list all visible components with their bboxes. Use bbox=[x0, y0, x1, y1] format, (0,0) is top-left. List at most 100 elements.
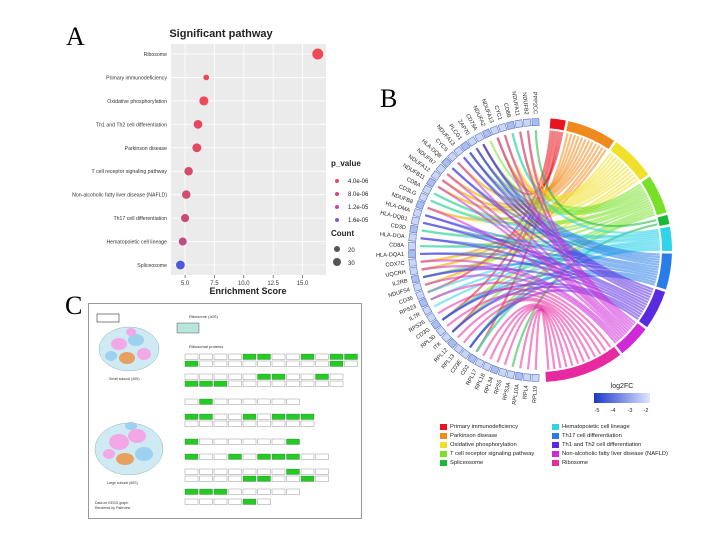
y-tick-label: T cell receptor signaling pathway bbox=[92, 169, 168, 175]
kegg-gene-box bbox=[257, 360, 271, 367]
kegg-gene-box bbox=[199, 398, 213, 405]
kegg-gene-box bbox=[184, 488, 199, 495]
chord-diagram: PPP2CCNDUFB2NDUFA11CD8BCYC1NDUFA13NDUFA2… bbox=[376, 91, 672, 414]
kegg-gene-box bbox=[199, 438, 213, 445]
kegg-gene-box bbox=[199, 413, 213, 420]
log2fc-tick: -4 bbox=[611, 408, 616, 414]
kegg-gene-box bbox=[199, 380, 213, 387]
gene-box bbox=[506, 120, 516, 130]
gene-label: IL2RB bbox=[392, 278, 409, 287]
kegg-gene-box bbox=[184, 475, 199, 482]
kegg-legend-box bbox=[96, 313, 120, 323]
kegg-gene-box bbox=[242, 498, 257, 505]
legend-count: 20 30 bbox=[333, 246, 355, 267]
kegg-gene-box bbox=[199, 420, 213, 427]
gene-label: COX7C bbox=[385, 261, 405, 269]
kegg-gene-box bbox=[286, 420, 300, 427]
data-point bbox=[178, 237, 187, 246]
legend-pvalue-label: 4.0e-06 bbox=[348, 179, 369, 185]
gene-box bbox=[418, 297, 429, 308]
kegg-gene-box bbox=[184, 360, 199, 367]
kegg-gene-box bbox=[228, 468, 242, 475]
kegg-gene-box bbox=[199, 373, 213, 380]
gene-box bbox=[435, 325, 447, 337]
kegg-gene-box bbox=[315, 468, 329, 475]
chord-ribbon bbox=[421, 265, 619, 343]
gene-box bbox=[426, 177, 437, 188]
kegg-gene-box bbox=[300, 373, 315, 380]
kegg-title: Ribosome (40S) bbox=[189, 314, 219, 319]
pathway-legend-item: Parkinson disease bbox=[440, 433, 497, 439]
panel-label-b: B bbox=[380, 84, 398, 113]
x-tick-label: 15.0 bbox=[297, 281, 309, 287]
kegg-gene-box bbox=[300, 413, 315, 420]
kegg-gene-box bbox=[286, 353, 300, 360]
pathway-legend-swatch bbox=[440, 451, 447, 457]
kegg-gene-box bbox=[228, 453, 242, 460]
x-tick-label: 7.5 bbox=[210, 281, 219, 287]
pathway-legend-swatch bbox=[440, 424, 447, 430]
log2fc-tick: -2 bbox=[644, 408, 649, 414]
kegg-gene-box bbox=[228, 475, 242, 482]
gene-box bbox=[408, 233, 417, 242]
kegg-credit-render: Rendered by Pathview bbox=[95, 506, 131, 510]
gene-label: ITK bbox=[433, 341, 444, 352]
gene-box bbox=[408, 250, 416, 259]
chart-title: Significant pathway bbox=[169, 28, 273, 40]
kegg-gene-box bbox=[184, 453, 199, 460]
pathway-legend-swatch bbox=[552, 424, 559, 430]
kegg-gene-box bbox=[242, 475, 257, 482]
pathway-legend-swatch bbox=[440, 460, 447, 466]
gene-box bbox=[460, 140, 471, 152]
kegg-gene-box bbox=[271, 438, 286, 445]
x-tick-label: 12.5 bbox=[267, 281, 279, 287]
kegg-gene-box bbox=[242, 353, 257, 360]
chord-ribbon bbox=[437, 185, 625, 338]
chord-ribbon bbox=[441, 282, 642, 321]
data-point bbox=[193, 119, 203, 129]
gene-label: RPL10A bbox=[512, 383, 521, 405]
gene-box bbox=[412, 208, 423, 218]
gene-box bbox=[410, 216, 420, 226]
chord-ribbon bbox=[475, 147, 653, 294]
pathway-legend-item: Oxidative phosphorylation bbox=[440, 442, 517, 448]
pathway-legend-label: T cell receptor signaling pathway bbox=[450, 451, 535, 457]
chord-ribbon bbox=[421, 229, 660, 243]
pathway-arc bbox=[610, 142, 649, 181]
y-tick-label: Hematopoietic cell lineage bbox=[106, 240, 167, 246]
kegg-gene-box bbox=[184, 413, 199, 420]
log2fc-tick: -5 bbox=[595, 408, 600, 414]
kegg-gene-box bbox=[213, 488, 228, 495]
gene-label: PPP2CC bbox=[531, 92, 538, 115]
gene-label: NDUFA11 bbox=[510, 91, 520, 116]
kegg-gene-box bbox=[242, 488, 257, 495]
chord-ribbon bbox=[503, 134, 633, 328]
kegg-credit-data: Data on KEGG graph bbox=[95, 501, 128, 505]
legend-count-label: 30 bbox=[348, 261, 355, 267]
chord-ribbon bbox=[422, 267, 644, 313]
chord-ribbon bbox=[503, 306, 568, 368]
kegg-gene-box bbox=[300, 420, 315, 427]
kegg-gene-box bbox=[329, 353, 344, 360]
kegg-gene-box bbox=[286, 453, 300, 460]
plot-background bbox=[171, 44, 326, 275]
kegg-gene-box bbox=[271, 380, 286, 387]
gene-box bbox=[410, 274, 420, 284]
legend-pvalue-dot bbox=[335, 192, 339, 196]
pathway-legend-item: Ribosome bbox=[552, 460, 588, 466]
log2fc-colorbar bbox=[594, 393, 650, 403]
kegg-gene-box bbox=[286, 360, 300, 367]
chord-ribbon bbox=[462, 299, 591, 360]
kegg-gene-box bbox=[271, 360, 286, 367]
log2fc-legend-title: log2FC bbox=[611, 383, 634, 390]
kegg-gene-box bbox=[228, 498, 242, 505]
gene-box bbox=[415, 200, 426, 210]
y-tick-label: Spliceosome bbox=[137, 263, 167, 269]
gene-box bbox=[426, 312, 437, 323]
kegg-gene-box bbox=[257, 475, 271, 482]
gene-box bbox=[514, 119, 524, 129]
gene-box bbox=[430, 319, 442, 330]
kegg-section-label: Ribosomal proteins bbox=[189, 344, 223, 349]
kegg-gene-box bbox=[213, 475, 228, 482]
gene-box bbox=[531, 118, 540, 126]
